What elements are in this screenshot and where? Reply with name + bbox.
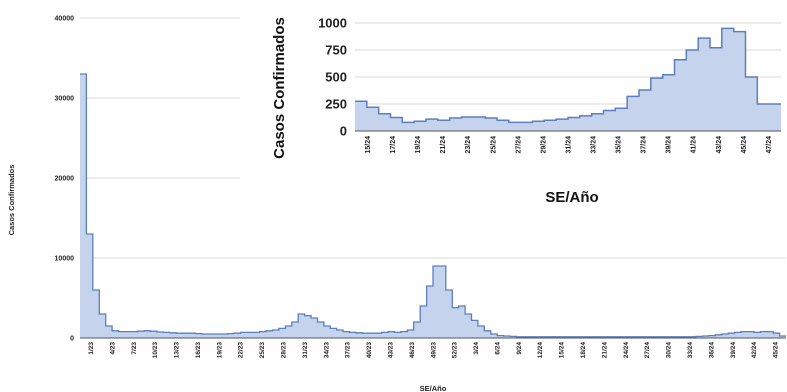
inset-x-tick-labels: 15/24 17/24 19/24 21/24 23/24 25/24 27/24 29/24… — [365, 136, 773, 154]
inset-x-tick-label: 41/24 — [691, 136, 698, 154]
main-x-tick-label: 19/23 — [216, 342, 223, 359]
inset-x-tick-label: 33/24 — [591, 136, 598, 154]
inset-x-tick-label: 25/24 — [490, 136, 497, 154]
main-x-tick-label: 39/24 — [730, 342, 737, 359]
inset-x-tick-label: 35/24 — [616, 136, 623, 154]
main-x-tick-label: 45/24 — [773, 342, 780, 359]
inset-x-tick-label: 43/24 — [716, 136, 723, 154]
main-x-tick-label: 6/24 — [495, 342, 502, 355]
main-y-tick-label: 40000 — [55, 15, 75, 22]
inset-x-tick-label: 39/24 — [666, 136, 673, 154]
inset-x-tick-label: 19/24 — [415, 136, 422, 154]
inset-y-axis-label: Casos Confirmados — [271, 17, 288, 159]
main-y-tick-label: 20000 — [55, 175, 75, 182]
main-x-tick-label: 27/24 — [644, 342, 651, 359]
inset-x-tick-label: 37/24 — [641, 136, 648, 154]
inset-x-tick-label: 45/24 — [741, 136, 748, 154]
inset-x-tick-label: 29/24 — [540, 136, 547, 154]
main-y-tick-label: 30000 — [55, 95, 75, 102]
inset-series-area — [355, 28, 781, 131]
inset-x-tick-label: 23/24 — [465, 136, 472, 154]
inset-x-tick-label: 17/24 — [390, 136, 397, 154]
inset-x-tick-label: 47/24 — [766, 136, 773, 154]
inset-y-tick-label: 1000 — [318, 16, 347, 31]
main-x-tick-label: 52/23 — [452, 342, 459, 359]
main-x-tick-label: 12/24 — [537, 342, 544, 359]
main-x-tick-label: 36/24 — [708, 342, 715, 359]
main-x-tick-label: 25/23 — [259, 342, 266, 359]
main-x-tick-label: 4/23 — [109, 342, 116, 355]
inset-y-tick-label: 250 — [325, 97, 347, 112]
main-y-tick-label: 10000 — [55, 255, 75, 262]
main-x-tick-label: 31/23 — [302, 342, 309, 359]
main-x-tick-label: 33/24 — [687, 342, 694, 359]
main-x-tick-label: 13/23 — [174, 342, 181, 359]
main-x-tick-label: 40/23 — [366, 342, 373, 359]
main-x-tick-label: 49/23 — [430, 342, 437, 359]
main-x-tick-label: 21/24 — [601, 342, 608, 359]
main-y-tick-labels: 0 10000 20000 30000 40000 — [55, 15, 75, 342]
main-x-tick-labels: 1/23 4/23 7/23 10/23 13/23 16/23 19/23 22/23 25/… — [88, 342, 780, 359]
main-x-tick-label: 37/23 — [345, 342, 352, 359]
inset-x-tick-label: 27/24 — [515, 136, 522, 154]
main-x-tick-label: 9/24 — [516, 342, 523, 355]
main-x-tick-label: 7/23 — [131, 342, 138, 355]
main-x-tick-label: 18/24 — [580, 342, 587, 359]
main-x-tick-label: 46/23 — [409, 342, 416, 359]
inset-series-line — [355, 27, 781, 124]
inset-x-axis-label: SE/Año — [545, 189, 598, 206]
main-x-tick-label: 15/24 — [559, 342, 566, 359]
main-x-tick-label: 28/23 — [281, 342, 288, 359]
main-x-axis-label: SE/Año — [420, 384, 447, 392]
main-x-tick-label: 22/23 — [238, 342, 245, 359]
inset-x-tick-label: 31/24 — [566, 136, 573, 154]
main-x-tick-label: 3/24 — [473, 342, 480, 355]
main-x-tick-label: 24/24 — [623, 342, 630, 359]
main-series-line — [80, 73, 786, 338]
inset-y-tick-label: 750 — [325, 43, 347, 58]
inset-y-tick-labels: 0 250 500 750 1000 — [318, 16, 347, 139]
inset-y-tick-label: 500 — [325, 70, 347, 85]
main-y-tick-label: 0 — [70, 335, 74, 342]
inset-x-tick-label: 15/24 — [365, 136, 372, 154]
main-x-tick-label: 10/23 — [152, 342, 159, 359]
main-x-tick-label: 43/23 — [388, 342, 395, 359]
main-x-tick-label: 30/24 — [666, 342, 673, 359]
main-x-tick-label: 16/23 — [195, 342, 202, 359]
inset-x-tick-label: 21/24 — [440, 136, 447, 154]
inset-chart: 0 250 500 750 1000 15/24 17/24 19/24 21/24 23/24… — [240, 8, 786, 210]
inset-y-tick-label: 0 — [340, 124, 347, 139]
main-x-tick-label: 1/23 — [88, 342, 95, 355]
main-y-axis-label: Casos Confirmados — [7, 165, 16, 236]
main-x-tick-label: 34/23 — [323, 342, 330, 359]
main-x-tick-label: 42/24 — [751, 342, 758, 359]
